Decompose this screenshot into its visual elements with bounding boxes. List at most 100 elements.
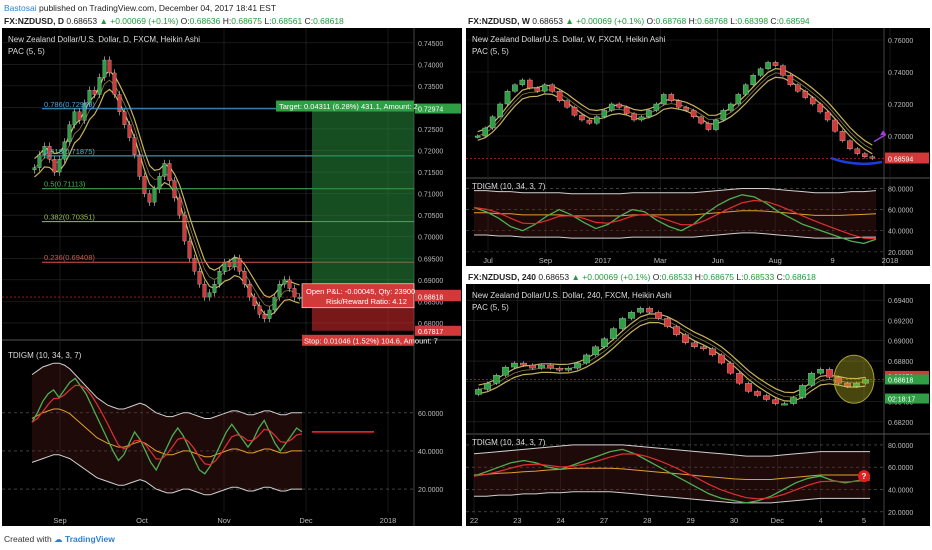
tdi-rsi-line (473, 194, 877, 245)
candle-up (277, 283, 282, 298)
publisher-line: Bastosai published on TradingView.com, D… (4, 3, 276, 13)
candle-up (87, 90, 92, 104)
published-text: published on TradingView.com, December 0… (38, 3, 277, 13)
x-tick-label: Aug (768, 256, 781, 265)
candle-down (835, 377, 842, 384)
target-label: Target: 0.04311 (6.28%) 431.1, Amount: 2 (279, 102, 418, 111)
price-tag (415, 325, 461, 336)
candle-up (781, 403, 788, 406)
candle-down (668, 94, 675, 101)
fib-level-label: 0.382(0.70351) (44, 213, 95, 222)
daily-change: ▲ +0.00069 (+0.1%) (99, 16, 179, 26)
daily-legend: FX:NZDUSD, D 0.68653 ▲ +0.00069 (+0.1%) … (4, 16, 344, 26)
candle-up (728, 103, 734, 111)
candle-down (252, 296, 257, 306)
candle-down (132, 137, 137, 155)
stop-label: Stop: 0.01046 (1.52%) 104.6, Amount: 7 (304, 336, 438, 345)
h4-legend: FX:NZDUSD, 240 0.68653 ▲ +0.00069 (+0.1%… (468, 272, 816, 282)
candle-up (207, 292, 212, 298)
candle-up (799, 385, 806, 398)
candle-down (664, 318, 671, 327)
candle-down (117, 94, 122, 112)
x-tick-label: 22 (470, 516, 478, 525)
y-tick-label: 0.71000 (418, 192, 443, 199)
h4-indicator-label: PAC (5, 5) (472, 303, 509, 312)
h4-chart-panel[interactable]: 0.694000.692000.690000.688000.686000.684… (466, 284, 930, 526)
candle-up (484, 383, 491, 390)
candle-down (754, 391, 761, 396)
x-tick-label: Dec (771, 516, 785, 525)
candle-down (47, 146, 52, 160)
candle-down (549, 84, 555, 92)
question-marker (858, 470, 870, 483)
tdi-mid-line (474, 210, 877, 217)
candle-up (102, 59, 107, 78)
weekly-high: 0.68768 (697, 16, 728, 26)
candle-down (242, 271, 247, 285)
x-tick-label: Mar (654, 256, 667, 265)
y-tick-label: 0.74500 (418, 41, 443, 48)
candle-down (690, 110, 697, 117)
tdi-upper-band (473, 444, 870, 457)
daily-symbol: FX:NZDUSD, D (4, 16, 64, 26)
candle-down (122, 111, 127, 125)
candle-up (67, 124, 72, 143)
h4-chart-svg[interactable]: 0.694000.692000.690000.688000.686000.684… (466, 284, 930, 526)
weekly-open: 0.68768 (655, 16, 687, 26)
weekly-chart-panel[interactable]: 0.76000 0.74000 0.72000 0.70000 Jul Sep 2017 Ma… (466, 28, 930, 266)
daily-last: 0.68653 (66, 16, 98, 26)
y-tick-label: 0.73500 (418, 84, 443, 91)
candle-down (147, 193, 152, 203)
candle-down (579, 115, 585, 121)
candle-down (167, 163, 172, 181)
candle-down (763, 395, 770, 400)
candle-down (809, 97, 816, 105)
candle-down (718, 354, 725, 364)
candle-down (227, 262, 232, 268)
x-tick-label: 24 (556, 516, 564, 525)
target-zone (312, 108, 414, 296)
candle-down (527, 79, 533, 89)
tradingview-link[interactable]: TradingView (64, 534, 115, 544)
daily-high: 0.68675 (231, 16, 262, 26)
candle-down (869, 156, 876, 159)
candle-up (217, 271, 222, 285)
x-tick-label: 30 (730, 516, 738, 525)
candle-down (556, 91, 563, 101)
candle-down (691, 342, 698, 347)
candle-up (62, 141, 67, 160)
daily-sub-title: TDIGM (10, 34, 3, 7) (8, 351, 82, 360)
candle-up (653, 103, 660, 111)
sub-y-tick-label: 60.0000 (888, 208, 913, 215)
candle-down (802, 91, 809, 98)
candle-down (844, 383, 851, 387)
candle-up (162, 163, 167, 177)
daily-chart-svg[interactable]: 0.745000.740000.735000.730000.725000.720… (2, 28, 462, 526)
author-link[interactable]: Bastosai (4, 3, 37, 13)
daily-chart-panel[interactable]: 0.745000.740000.735000.730000.725000.720… (2, 28, 462, 526)
x-tick-label: 27 (600, 516, 608, 525)
candle-down (709, 348, 716, 356)
candle-up (742, 84, 749, 95)
candle-up (538, 364, 545, 369)
candle-up (475, 389, 482, 395)
candle-up (512, 84, 518, 92)
candle-down (202, 283, 207, 298)
y-tick-label: 0.69500 (418, 256, 443, 263)
pac-upper-band (478, 313, 866, 394)
pac-upper-band (34, 70, 300, 298)
candle-up (765, 62, 771, 69)
candle-down (772, 62, 779, 66)
candle-up (592, 346, 599, 356)
tradingview-cloud-icon: ☁ (54, 534, 63, 544)
candle-down (247, 283, 252, 298)
candle-up (489, 116, 496, 129)
sub-y-tick-label: 60.0000 (418, 411, 443, 418)
sub-y-tick-label: 80.0000 (888, 443, 913, 450)
projection-arrow (873, 133, 887, 143)
weekly-chart-svg[interactable]: 0.76000 0.74000 0.72000 0.70000 Jul Sep 2017 Ma… (466, 28, 930, 266)
candle-down (623, 107, 630, 114)
candle-down (839, 131, 846, 141)
x-tick-label: 2017 (595, 256, 612, 265)
daily-low: 0.68561 (271, 16, 303, 26)
